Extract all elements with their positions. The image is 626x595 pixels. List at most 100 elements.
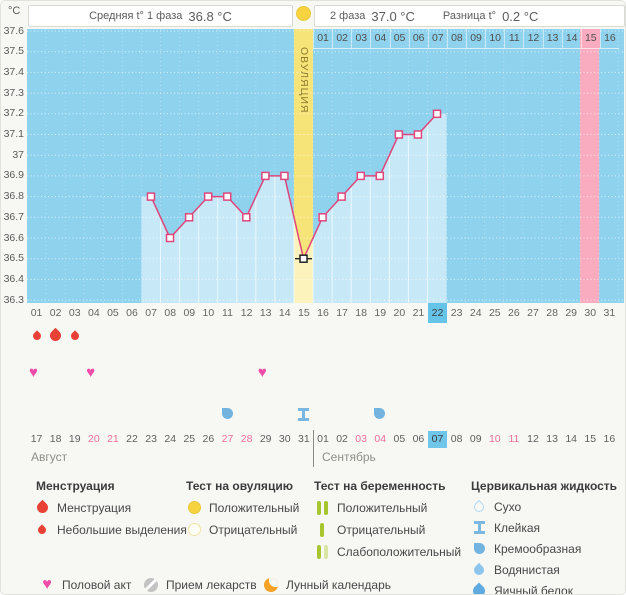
luteal-day-cell[interactable]: 15 [580, 29, 600, 48]
temperature-marker[interactable] [375, 171, 385, 181]
legend-item-label: Небольшие выделения [57, 522, 187, 537]
cycle-day-cell[interactable]: 10 [202, 307, 215, 319]
cycle-day-cell[interactable]: 13 [259, 307, 272, 319]
calendar-date-cell[interactable]: 05 [393, 433, 406, 445]
calendar-date-cell[interactable]: 04 [374, 433, 387, 445]
luteal-day-cell[interactable]: 07 [427, 29, 447, 48]
calendar-date-cell[interactable]: 16 [603, 433, 616, 445]
calendar-date-cell[interactable]: 23 [145, 433, 157, 445]
calendar-date-cell[interactable]: 26 [202, 433, 215, 445]
ovulation-column [293, 29, 314, 303]
legend-item-label: Отрицательный [337, 522, 426, 537]
calendar-date-cell[interactable]: 21 [107, 433, 119, 445]
temperature-marker[interactable] [337, 192, 346, 201]
cycle-day-cell[interactable]: 23 [450, 307, 463, 319]
cycle-day-cell[interactable]: 21 [412, 307, 425, 319]
temperature-marker[interactable] [318, 213, 327, 222]
calendar-date-cell[interactable]: 24 [164, 433, 177, 445]
calendar-date-cell[interactable]: 12 [527, 433, 539, 445]
cycle-day-cell[interactable]: 06 [126, 307, 138, 319]
cycle-day-cell[interactable]: 27 [527, 307, 539, 319]
calendar-date-cell[interactable]: 10 [488, 433, 501, 445]
cycle-day-cell[interactable]: 08 [164, 307, 177, 319]
cycle-day-cell[interactable]: 18 [355, 307, 367, 319]
calendar-date-cell[interactable]: 03 [355, 433, 367, 445]
calendar-date-cell[interactable]: 08 [450, 433, 463, 445]
temperature-marker-ovulation[interactable] [299, 254, 308, 263]
cycle-day-cell[interactable]: 15 [298, 307, 310, 319]
cycle-day-cell[interactable]: 22 [427, 303, 448, 323]
calendar-date-cell[interactable]: 13 [546, 433, 558, 445]
temperature-marker[interactable] [413, 130, 423, 139]
spotting-drop-icon [30, 330, 43, 342]
calendar-date-cell[interactable]: 01 [317, 433, 329, 445]
temperature-marker[interactable] [203, 192, 213, 201]
luteal-day-cell[interactable]: 10 [485, 29, 504, 48]
calendar-date-cell[interactable]: 27 [221, 433, 234, 445]
cycle-day-cell[interactable]: 12 [240, 307, 253, 319]
cycle-day-cell[interactable]: 01 [30, 307, 43, 319]
cycle-day-cell[interactable]: 14 [278, 307, 291, 319]
cycle-day-cell[interactable]: 25 [488, 307, 501, 319]
calendar-date-cell[interactable]: 07 [427, 431, 448, 448]
cycle-day-cell[interactable]: 11 [222, 307, 233, 319]
luteal-day-cell[interactable]: 03 [351, 29, 370, 48]
calendar-date-cell[interactable]: 20 [87, 433, 100, 445]
temperature-marker[interactable] [242, 213, 251, 222]
calendar-date-cell[interactable]: 28 [240, 433, 253, 445]
calendar-date-cell[interactable]: 02 [336, 433, 348, 445]
cycle-day-cell[interactable]: 31 [603, 307, 616, 319]
cycle-day-cell[interactable]: 16 [317, 307, 329, 319]
temperature-marker[interactable] [165, 233, 175, 243]
calendar-date-cell[interactable]: 11 [508, 433, 520, 445]
calendar-date-cell[interactable]: 25 [183, 433, 196, 445]
calendar-date-cell[interactable]: 14 [565, 433, 578, 445]
luteal-day-cell[interactable]: 12 [523, 29, 542, 48]
cycle-day-cell[interactable]: 28 [546, 307, 558, 319]
ovulation-column-label: ОВУЛЯЦИЯ [294, 34, 314, 126]
luteal-day-cell[interactable]: 11 [504, 29, 523, 48]
cycle-day-cell[interactable]: 30 [584, 307, 597, 319]
temperature-marker[interactable] [394, 130, 404, 139]
cycle-day-cell[interactable]: 17 [336, 307, 348, 319]
calendar-date-cell[interactable]: 17 [30, 433, 43, 445]
cycle-day-cell[interactable]: 07 [145, 307, 157, 319]
legend-item-heart: ♥ Половой акт [39, 576, 131, 593]
luteal-day-cell[interactable]: 01 [313, 29, 332, 48]
calendar-date-cell[interactable]: 15 [584, 433, 597, 445]
cycle-day-cell[interactable]: 20 [393, 307, 406, 319]
calendar-date-cell[interactable]: 22 [126, 433, 138, 445]
calendar-date-cell[interactable]: 30 [278, 433, 291, 445]
temperature-marker[interactable] [184, 213, 194, 222]
temperature-marker[interactable] [146, 192, 156, 201]
cycle-day-cell[interactable]: 09 [183, 307, 196, 319]
temperature-marker[interactable] [222, 192, 232, 201]
temperature-marker[interactable] [432, 109, 442, 119]
cycle-day-cell[interactable]: 26 [508, 307, 520, 319]
luteal-day-cell[interactable]: 16 [599, 29, 619, 48]
luteal-day-cell[interactable]: 06 [408, 29, 428, 48]
luteal-day-cell[interactable]: 04 [370, 29, 389, 48]
temperature-marker[interactable] [280, 171, 289, 181]
temperature-marker[interactable] [261, 171, 270, 181]
cycle-day-cell[interactable]: 02 [49, 307, 62, 319]
cycle-day-cell[interactable]: 05 [107, 307, 119, 319]
cycle-day-cell[interactable]: 04 [87, 307, 100, 319]
luteal-day-cell[interactable]: 09 [466, 29, 485, 48]
temperature-marker[interactable] [356, 171, 365, 181]
luteal-day-cell[interactable]: 05 [389, 29, 409, 48]
calendar-date-cell[interactable]: 18 [49, 433, 62, 445]
cycle-day-cell[interactable]: 19 [374, 307, 387, 319]
calendar-date-cell[interactable]: 29 [259, 433, 272, 445]
cycle-day-cell[interactable]: 29 [565, 307, 578, 319]
calendar-date-cell[interactable]: 09 [469, 433, 482, 445]
luteal-day-cell[interactable]: 02 [332, 29, 351, 48]
calendar-date-cell[interactable]: 31 [298, 433, 310, 445]
luteal-day-cell[interactable]: 14 [561, 29, 581, 48]
cycle-day-cell[interactable]: 24 [469, 307, 482, 319]
calendar-date-cell[interactable]: 19 [68, 433, 81, 445]
cycle-day-cell[interactable]: 03 [68, 307, 81, 319]
luteal-day-cell[interactable]: 13 [542, 29, 562, 48]
calendar-date-cell[interactable]: 06 [412, 433, 425, 445]
luteal-day-cell[interactable]: 08 [446, 29, 466, 48]
